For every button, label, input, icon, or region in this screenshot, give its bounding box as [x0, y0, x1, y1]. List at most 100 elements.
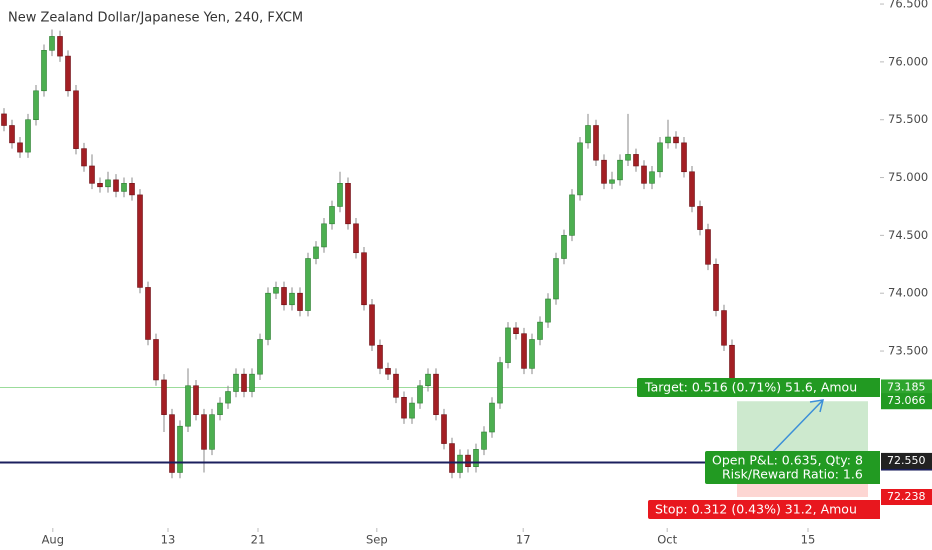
candle-body [281, 287, 287, 306]
chart-title: New Zealand Dollar/Japanese Yen, 240, FX… [8, 11, 303, 26]
x-tick-label: 15 [801, 533, 816, 547]
candle-body [297, 292, 303, 311]
candle-body [625, 154, 631, 161]
candle-body [129, 183, 135, 196]
candle-body [345, 183, 351, 225]
candle-body [617, 159, 623, 181]
candle-body [537, 321, 543, 340]
candle-body [265, 292, 271, 340]
candle-body [369, 304, 375, 346]
candle-body [193, 385, 199, 415]
candle-body [73, 90, 79, 149]
candle-body [433, 373, 439, 415]
candle-body [49, 36, 55, 51]
candle-body [25, 119, 31, 153]
candle-body [121, 183, 127, 192]
candle-body [705, 229, 711, 265]
candle-body [393, 373, 399, 398]
candle-body [289, 292, 295, 306]
candle-body [161, 379, 167, 415]
entry-axis-label: 72.550 [887, 454, 926, 467]
x-tick-label: 13 [161, 533, 176, 547]
candle-body [257, 339, 263, 375]
candle-body [521, 333, 527, 369]
pnl-label-bg [705, 451, 880, 484]
target-label-bg [637, 378, 880, 397]
candle-body [153, 339, 159, 381]
candle-body [417, 385, 423, 404]
candle-body [113, 179, 119, 192]
candle-body [17, 142, 23, 153]
candle-body [33, 90, 39, 121]
y-tick-label: 75.500 [888, 112, 928, 126]
x-tick-label: 17 [516, 533, 531, 547]
price-line-label: 73.185 [887, 380, 926, 393]
candle-body [201, 414, 207, 450]
candle-body [385, 368, 391, 375]
candle-body [233, 373, 239, 392]
candle-body [481, 431, 487, 450]
arrow-head [809, 399, 825, 413]
candle-body [377, 344, 383, 369]
candle-body [553, 258, 559, 300]
candle-body [97, 183, 103, 188]
y-tick-label: 76.000 [888, 54, 928, 68]
x-tick-label: Oct [657, 533, 677, 547]
candle-body [1, 113, 7, 126]
candle-body [145, 287, 151, 340]
target-label: Target: 0.516 (0.71%) 51.6, Amou [644, 380, 857, 395]
candle-body [425, 373, 431, 387]
price-line-label-bg [881, 379, 932, 396]
candle-body [169, 414, 175, 473]
candle-body [225, 391, 231, 404]
candle-body [697, 206, 703, 230]
y-tick-label: 74.500 [888, 228, 928, 242]
candle-body [713, 263, 719, 311]
candle-body [329, 206, 335, 225]
profit-zone [737, 401, 868, 461]
x-tick-label: Sep [366, 533, 388, 547]
candle-body [649, 171, 655, 184]
candle-body [249, 373, 255, 392]
candle-body [137, 194, 143, 288]
candle-body [657, 142, 663, 173]
candle-body [177, 425, 183, 473]
candle-body [545, 298, 551, 323]
candle-body [681, 142, 687, 173]
stop-axis-label: 72.238 [887, 490, 926, 503]
candle-body [601, 159, 607, 184]
entry-axis-label-bg [881, 452, 932, 469]
candle-body [9, 125, 15, 144]
candle-body [497, 362, 503, 404]
candle-body [513, 327, 519, 334]
candle-body [529, 339, 535, 369]
candle-body [465, 454, 471, 467]
candle-body [505, 327, 511, 363]
candle-body [673, 136, 679, 144]
candle-body [641, 165, 647, 184]
candle-body [57, 36, 63, 57]
x-tick-label: Aug [42, 533, 64, 547]
candle-body [105, 179, 111, 188]
stop-axis-label-bg [881, 489, 932, 506]
candle-body [561, 235, 567, 259]
candle-body [473, 449, 479, 467]
candle-body [457, 454, 463, 473]
candles [1, 29, 735, 479]
stop-label: Stop: 0.312 (0.43%) 31.2, Amou [655, 502, 857, 517]
candle-body [353, 223, 359, 254]
y-tick-label: 75.000 [888, 170, 928, 184]
y-tick-label: 76.500 [888, 0, 928, 11]
candle-body [489, 402, 495, 433]
candle-body [569, 194, 575, 236]
candle-body [337, 183, 343, 207]
candle-body [81, 148, 87, 167]
position-tool[interactable]: Target: 0.516 (0.71%) 51.6, Amou Open P&L… [0, 378, 898, 519]
y-tick-label: 73.500 [888, 344, 928, 358]
candle-body [665, 136, 671, 144]
candle-body [305, 258, 311, 311]
x-tick-label: 21 [251, 533, 266, 547]
target-axis-label-bg [881, 393, 932, 410]
candle-body [449, 443, 455, 473]
